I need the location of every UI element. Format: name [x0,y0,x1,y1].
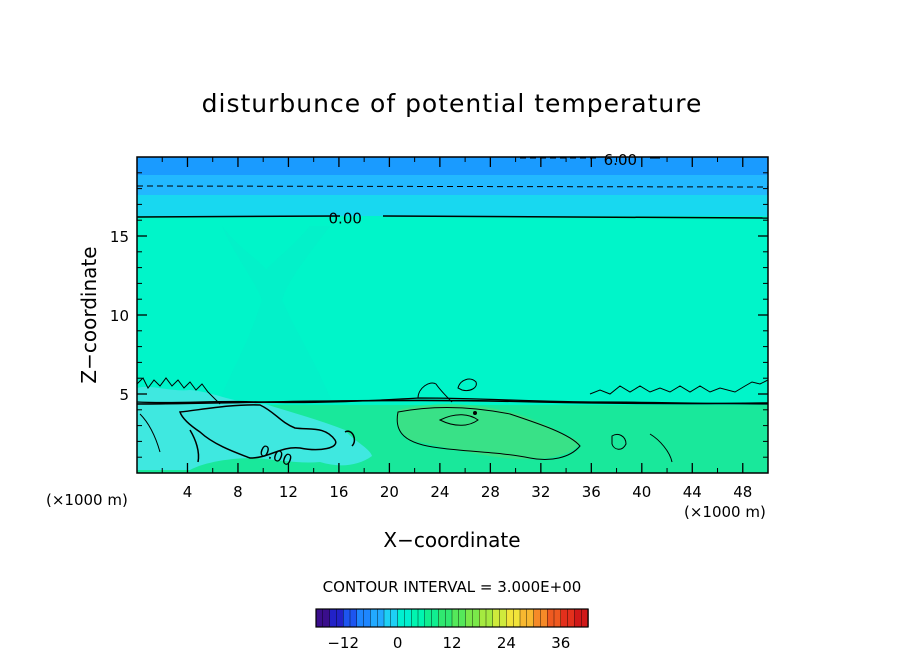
x-tick-label: 8 [233,483,243,501]
colorbar-ticks: −12 0 12 24 36 [327,634,570,652]
band-top-3 [137,195,768,216]
colorbar-tick-label: 12 [442,634,461,652]
x-tick-label: 20 [380,483,399,501]
x-tick-label: 24 [430,483,449,501]
chart-title: disturbunce of potential temperature [202,89,703,118]
y-tick-label: 15 [110,228,129,246]
faint-plume [215,226,335,410]
contour-line-upper [137,215,341,218]
colorbar-frame [315,608,589,628]
contour-lines [137,157,768,463]
colorbar-cell [343,608,351,628]
colorbar-cell [451,608,460,628]
colorbar-cell [322,608,331,628]
contour-point [473,411,477,415]
colorbar-cell [472,608,480,628]
y-tick-label: 5 [119,386,129,404]
warm-core [396,404,580,460]
colorbar-cell [553,608,562,628]
contour-line-noise [417,382,453,403]
colorbar-cell [390,608,399,628]
colorbar-cell [377,608,385,628]
y-unit-label: (×1000 m) [684,503,766,521]
contour-line-warm [396,407,581,460]
contour-interval: CONTOUR INTERVAL = 3.000E+00 [323,578,582,596]
x-tick-label: 36 [582,483,601,501]
contour-label: 6.00 [604,151,637,169]
colorbar-cell [411,608,419,628]
contour-line-cold-pool [178,404,337,459]
colorbar-cell [560,608,569,628]
colorbar-cell [479,608,487,628]
contour-line-warm [139,413,161,453]
contour-field [137,157,768,473]
colorbar-tick-label: 0 [393,634,403,652]
x-tick-label: 32 [531,483,550,501]
x-axis-label: X−coordinate [383,528,520,552]
contour-line-dashed [137,185,768,188]
x-tick-label: 48 [733,483,752,501]
colorbar-cell [417,608,426,628]
colorbar-cell [574,608,582,628]
colorbar [315,608,589,628]
contour-line-warm [611,433,627,450]
band-top-1 [137,157,768,175]
x-tick-label: 40 [632,483,651,501]
contour-line-noise [589,379,768,395]
contour-line-noise [137,377,221,405]
colorbar-cell [492,608,501,628]
contour-line-boundary [137,399,768,405]
colorbar-cell [485,608,494,628]
colorbar-cell [329,608,338,628]
colorbar-cell [370,608,378,628]
y-axis: 5 10 15 [110,172,768,458]
colorbar-cell [315,608,324,628]
colorbar-cell [465,608,474,628]
colorbar-cell [533,608,542,628]
colorbar-cell [519,608,528,628]
colorbar-cell [445,608,453,628]
colorbar-cell [499,608,508,628]
contour-line-warm [649,433,673,463]
colorbar-tick-label: 24 [497,634,516,652]
x-tick-label: 44 [683,483,702,501]
contour-line-upper [382,215,768,219]
band-top-2 [137,175,768,195]
colorbar-tick-label: 36 [551,634,570,652]
x-tick-label: 12 [279,483,298,501]
x-tick-label: 4 [183,483,193,501]
colorbar-cell [506,608,514,628]
colorbar-cell [349,608,358,628]
x-tick-label: 28 [481,483,500,501]
colorbar-cell [356,608,365,628]
colorbar-cell [567,608,576,628]
colorbar-tick-label: −12 [327,634,359,652]
contour-line-cold-pool [189,429,200,463]
contour-line-warm [438,414,479,426]
colorbar-cell [431,608,440,628]
x-unit-label: (×1000 m) [46,491,128,509]
colorbar-cell [526,608,535,628]
colorbar-cell [404,608,412,628]
contour-line-base [137,397,768,405]
contour-line-cold-pool [344,430,356,447]
contour-label: 0.00 [329,210,362,228]
colorbar-cell [513,608,521,628]
x-axis: 4 8 12 16 20 24 28 32 36 40 44 48 [161,157,752,501]
colorbar-cell [547,608,555,628]
y-tick-label: 10 [110,307,129,325]
colorbar-cell [438,608,446,628]
x-tick-label: 16 [329,483,348,501]
colorbar-cell [363,608,372,628]
y-axis-label: Z−coordinate [77,246,101,383]
colorbar-cell [383,608,392,628]
colorbar-cell [540,608,548,628]
colorbar-cell [458,608,467,628]
colorbar-cell [336,608,344,628]
contour-line-noise [457,378,477,391]
colorbar-cell [424,608,433,628]
colorbar-cell [397,608,406,628]
